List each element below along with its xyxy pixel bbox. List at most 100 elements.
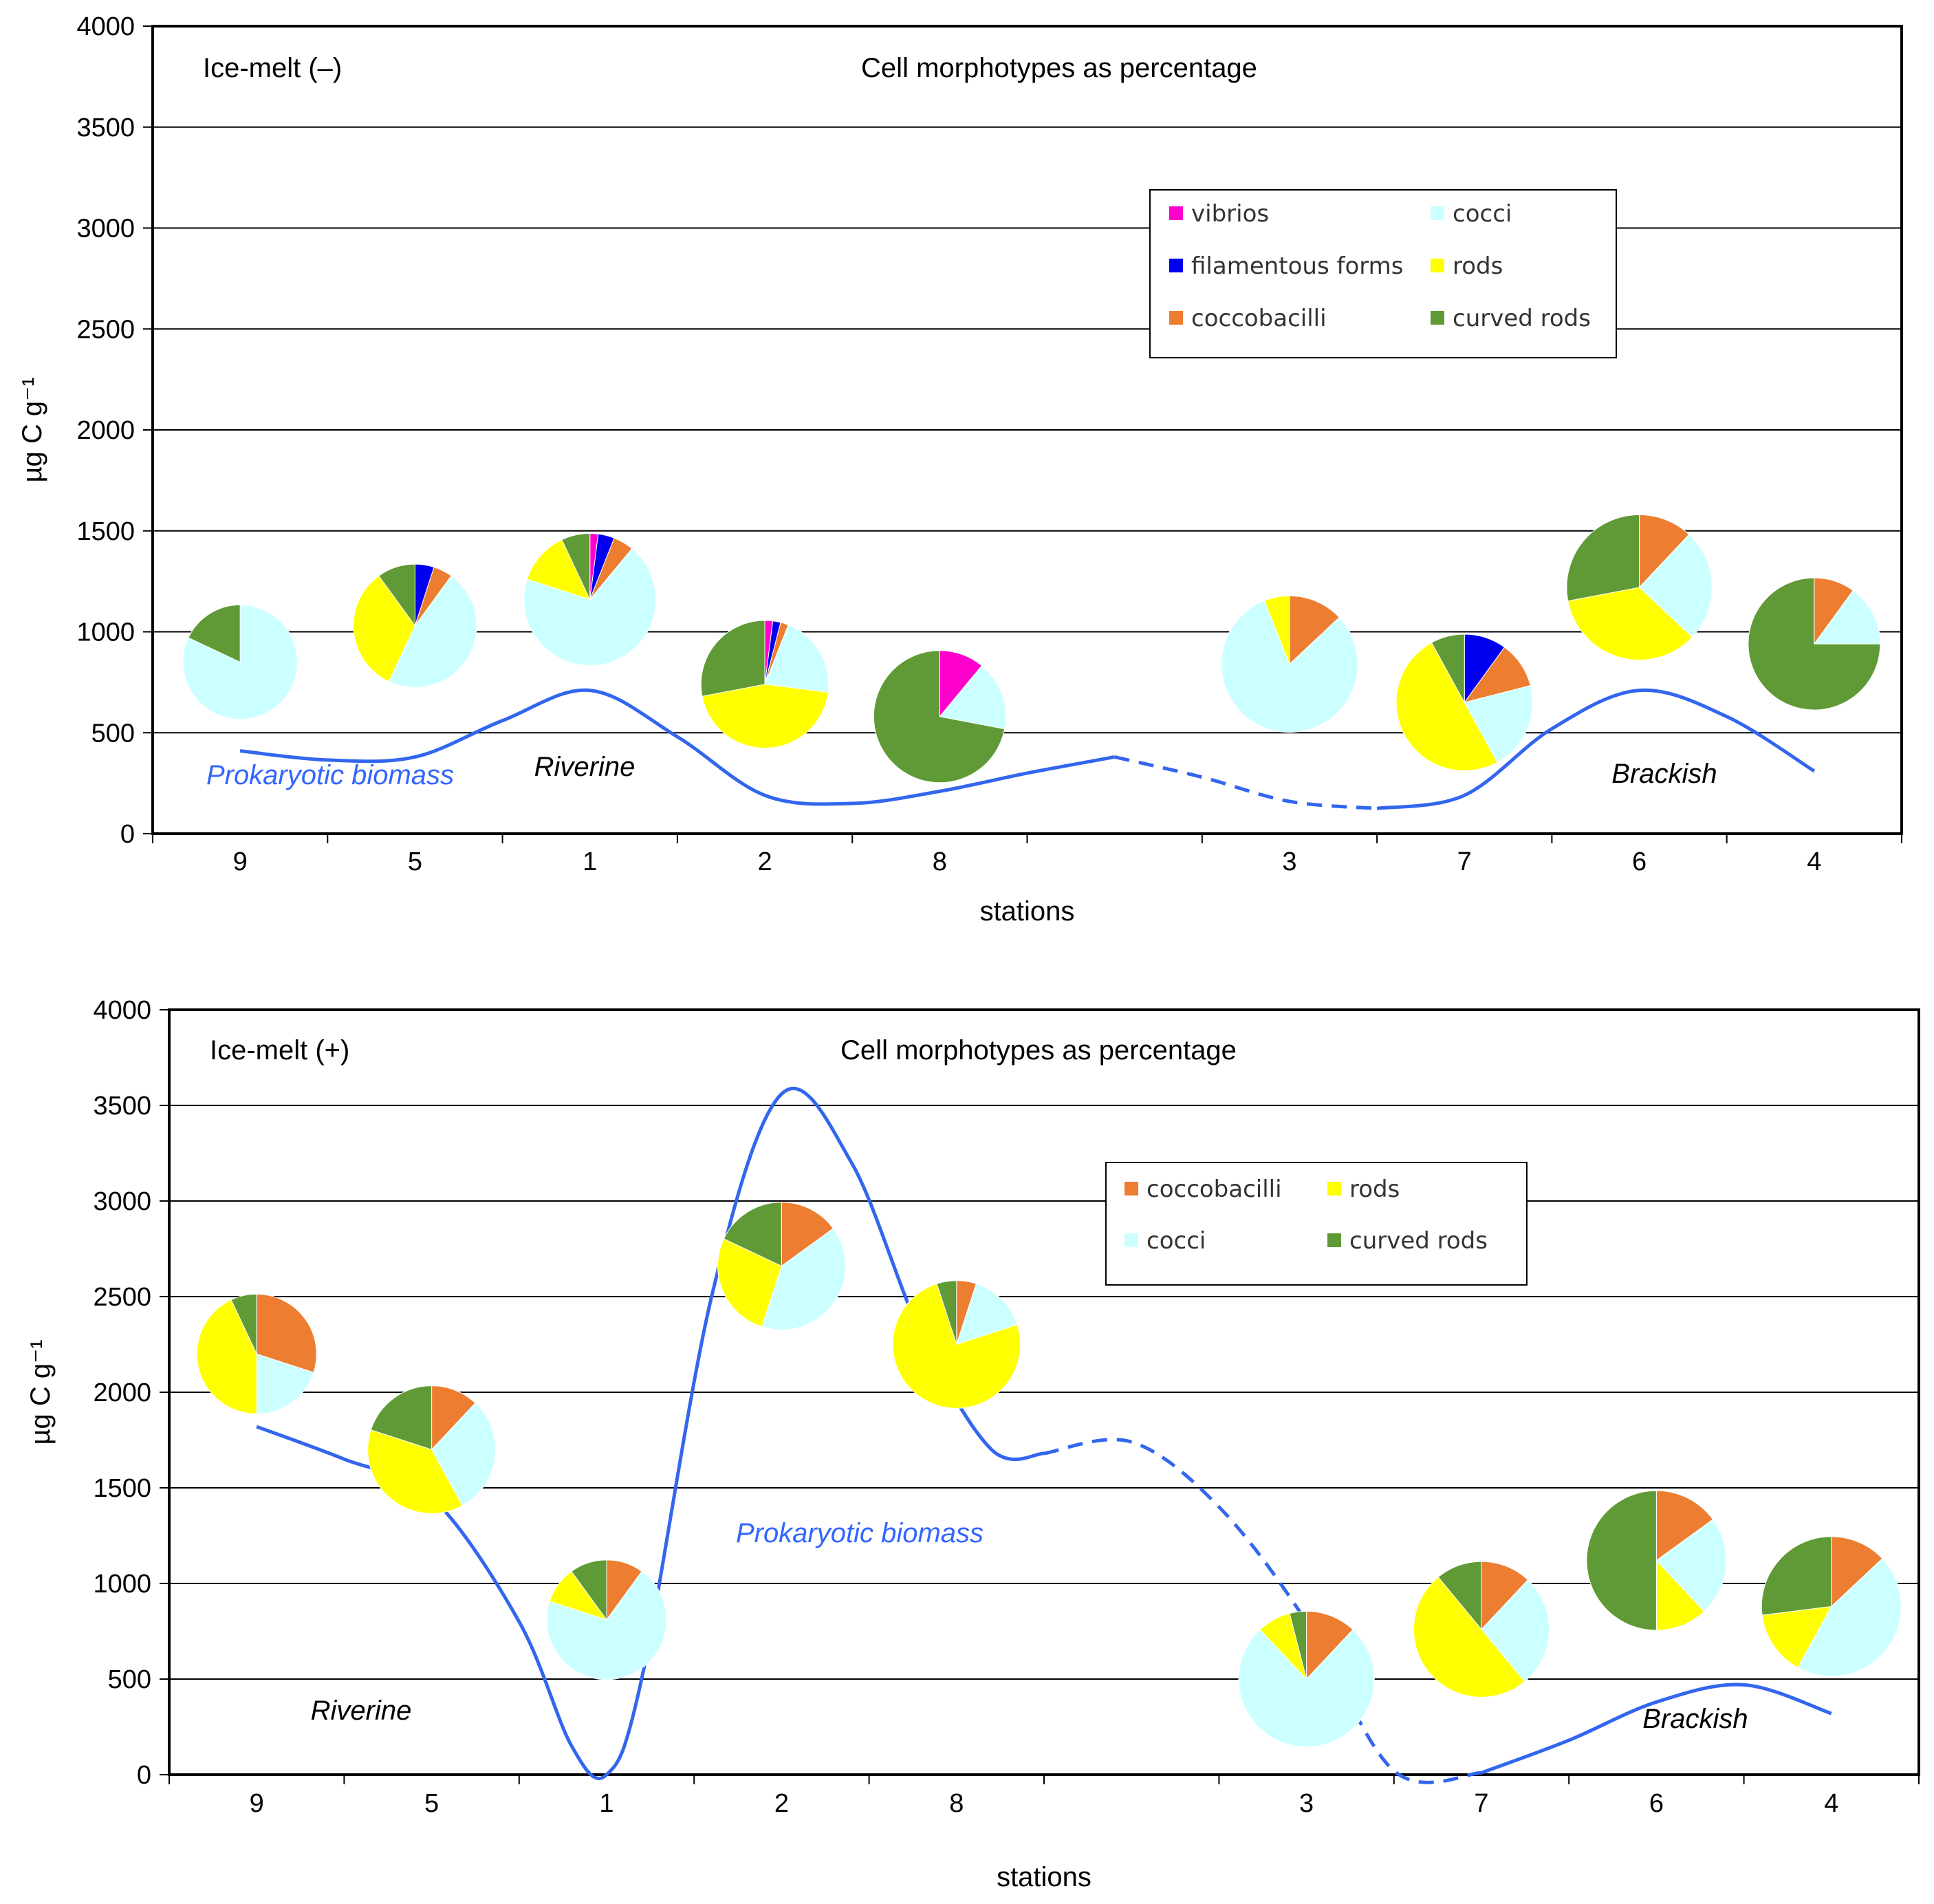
legend-box [1105,1162,1528,1286]
y-tick-label: 0 [120,820,135,849]
legend-box [1149,189,1617,358]
pie-slice-rods [1761,1605,1832,1668]
panel-label: Ice-melt (+) [210,1035,349,1065]
pie-slice-coccobacilli [1306,1610,1354,1680]
pie-slice-curved-rods [561,533,591,600]
pie-slice-curved-rods [1289,1610,1307,1680]
pie-slice-curved-rods [1431,634,1465,703]
pie-slice-rods [1263,595,1290,664]
y-tick-label: 2000 [93,1378,151,1407]
biomass-line-dashed [1114,755,1378,810]
pie-station-8 [873,650,1006,783]
y-tick-label: 1500 [76,517,135,546]
legend-label-curved-rods: curved rods [1453,305,1591,332]
pie-slice-rods [196,1299,257,1414]
pie-slice-rods [892,1283,1021,1409]
pie-slice-curved-rods [370,1385,433,1451]
pie-slice-cocci [764,624,829,693]
pie-station-5 [367,1385,496,1514]
pie-slice-cocci [523,548,657,667]
legend-swatch-filamentous-forms [1169,259,1183,272]
legend-swatch-coccobacilli [1169,311,1183,325]
pie-slice-curved-rods [230,1293,257,1354]
legend-label-coccobacilli: coccobacilli [1147,1176,1282,1203]
x-tick-label: 6 [1632,847,1647,876]
biomass-line-left [239,688,1116,806]
pie-station-4 [1761,1536,1902,1677]
legend-label-curved-rods: curved rods [1349,1227,1488,1255]
pie-station-2 [700,620,829,749]
biomass-line-dashed [1043,1438,1482,1784]
y-tick-label: 4000 [76,12,135,41]
x-tick-label: 1 [599,1789,613,1818]
pie-slice-cocci [1655,1519,1727,1612]
region-label-brackish: Brackish [1642,1704,1748,1734]
pie-slice-cocci [1238,1629,1375,1748]
pie-slice-curved-rods [723,1202,782,1267]
x-axis-title: stations [997,1862,1091,1892]
y-tick-label: 2500 [76,315,135,344]
y-tick-label: 3500 [76,113,135,142]
y-tick-label: 4000 [93,996,151,1025]
biomass-line-right [1376,688,1816,810]
x-tick-label: 9 [233,847,248,876]
pie-slice-cocci [1221,600,1358,733]
pie-station-6 [1566,514,1713,660]
pie-slice-curved-rods [873,650,1006,783]
pie-slice-curved-rods [571,1559,607,1621]
x-tick-label: 3 [1282,847,1296,876]
x-tick-label: 5 [408,847,422,876]
pie-slice-curved-rods [378,563,415,627]
x-tick-label: 8 [933,847,947,876]
y-tick-label: 0 [137,1761,151,1790]
pie-station-2 [717,1202,846,1330]
y-axis-title: µg C g⁻¹ [17,377,47,482]
pie-station-1 [523,533,657,667]
legend-swatch-cocci [1124,1233,1138,1247]
legend-swatch-coccobacilli [1124,1182,1138,1196]
y-tick-label: 3000 [93,1187,151,1216]
legend-label-rods: rods [1349,1176,1400,1203]
x-tick-label: 4 [1807,847,1821,876]
pie-station-5 [353,563,477,688]
y-tick-label: 500 [91,719,135,748]
pie-station-6 [1586,1490,1727,1631]
pie-slice-rods [1396,642,1498,771]
pie-slice-rods [526,539,591,601]
legend-swatch-rods [1327,1182,1341,1196]
pie-slice-cocci [388,575,477,688]
y-tick-label: 2500 [93,1283,151,1312]
pie-station-1 [546,1559,667,1680]
legend-swatch-curved-rods [1327,1233,1341,1247]
pie-slice-rods [1567,587,1693,660]
x-axis-title: stations [980,896,1075,927]
legend: vibrios cocci filamentous forms rods coccoba… [1149,189,1617,358]
pie-station-8 [892,1280,1021,1409]
x-tick-label: 5 [424,1789,439,1818]
pie-slice-rods [702,684,829,749]
legend-swatch-cocci [1431,206,1444,220]
legend-label-filamentous-forms: filamentous forms [1191,252,1403,280]
x-tick-label: 4 [1824,1789,1838,1818]
pie-slice-coccobacilli [781,1202,834,1267]
pie-slice-curved-rods [1437,1561,1482,1631]
pie-station-7 [1413,1561,1550,1698]
pie-slice-cocci [956,1283,1018,1345]
chart-panel-2: 0 500 1000 1500 2000 2500 3000 3500 4000 9 5 1 2 8 3 7 6… [25,996,1920,1892]
pie-slice-rods [367,1429,463,1514]
pie-slice-curved-rods [1566,514,1640,602]
pie-slice-cocci [939,665,1006,730]
pie-station-7 [1396,634,1533,771]
pie-slice-coccobacilli [1655,1490,1714,1561]
pie-slice-rods [353,575,416,682]
chart-panel-1: 0 500 1000 1500 2000 2500 3000 3500 4000 9 5 1 2 8 3 7 6… [17,12,1903,927]
y-tick-label: 500 [108,1665,151,1694]
pie-slice-curved-rods [1761,1536,1832,1616]
y-tick-label: 1500 [93,1474,151,1503]
legend-swatch-rods [1431,259,1444,272]
legend-label-vibrios: vibrios [1191,200,1269,228]
pie-slice-rods [1413,1577,1525,1698]
y-tick-label: 1000 [76,618,135,647]
